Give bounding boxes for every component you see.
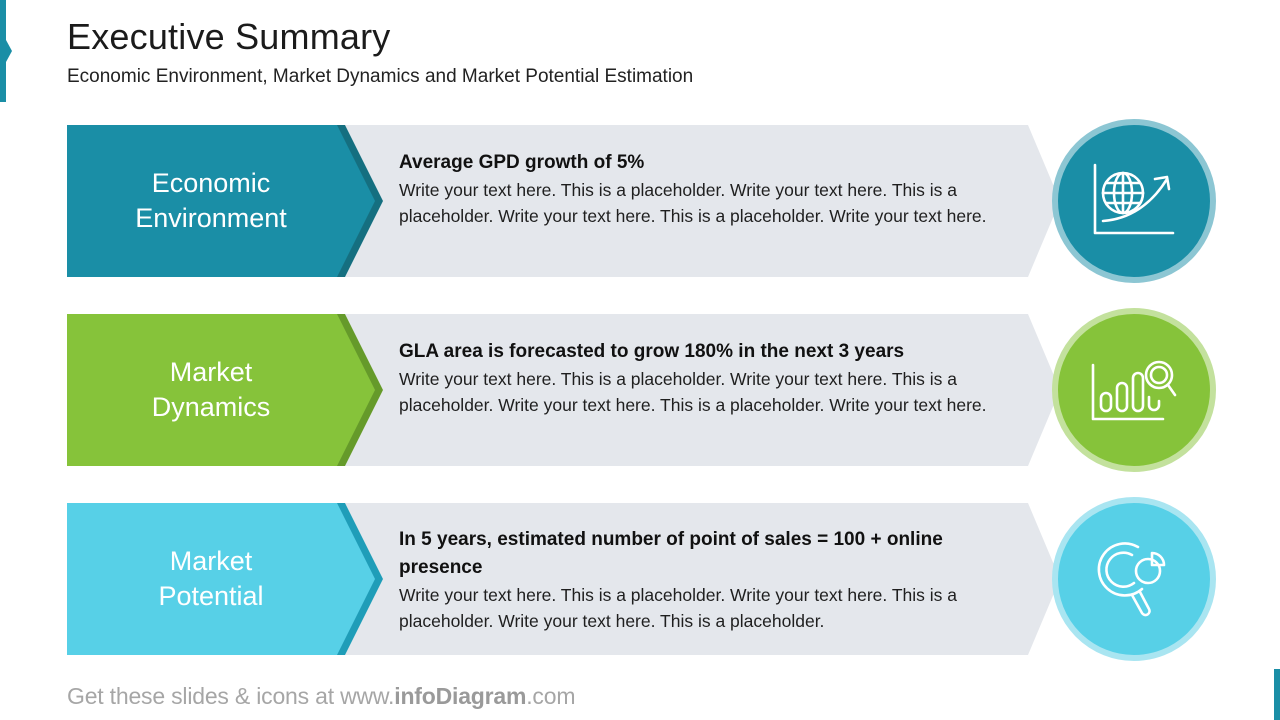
row-label: Market Potential: [158, 546, 264, 611]
corner-accent-bar: [1274, 669, 1280, 720]
row-arrow-shapes: [67, 503, 1060, 655]
row-headline: GLA area is forecasted to grow 180% in t…: [399, 341, 905, 362]
footer-brand: infoDiagram: [394, 683, 527, 709]
row-icon-circle: [1052, 119, 1216, 283]
row-arrow-shapes: [67, 125, 1060, 277]
row-arrow-shapes: [67, 314, 1060, 466]
row-content: GLA area is forecasted to grow 180% in t…: [399, 338, 1019, 418]
row-body-text: Write your text here. This is a placehol…: [399, 585, 957, 631]
magnifier-pie-chart-icon: [1097, 542, 1166, 617]
footer-prefix: Get these slides & icons at www.: [67, 683, 395, 709]
footer-credit: Get these slides & icons at www.infoDiag…: [67, 683, 575, 710]
globe-growth-chart-icon: [1093, 163, 1175, 235]
row-content: Average GPD growth of 5% Write your text…: [399, 149, 1019, 229]
row-body-text: Write your text here. This is a placehol…: [399, 180, 987, 226]
footer-suffix: .com: [526, 683, 576, 709]
row-label: Economic Environment: [135, 168, 287, 233]
title-accent-notch: [6, 40, 12, 62]
bar-chart-magnifier-icon: [1091, 360, 1177, 421]
row-icon-circle: [1052, 308, 1216, 472]
title-accent-bar: [0, 0, 6, 102]
summary-row-economic-environment: Economic Environment Average GPD growth …: [0, 119, 1280, 283]
row-body-text: Write your text here. This is a placehol…: [399, 369, 987, 415]
page-subtitle: Economic Environment, Market Dynamics an…: [67, 66, 694, 87]
row-headline: Average GPD growth of 5%: [399, 152, 645, 173]
row-label: Market Dynamics: [151, 357, 271, 422]
row-icon-circle: [1052, 497, 1216, 661]
summary-row-market-dynamics: Market Dynamics GLA area is forecasted t…: [0, 308, 1280, 472]
row-content: In 5 years, estimated number of point of…: [399, 526, 1019, 634]
row-headline: In 5 years, estimated number of point of…: [399, 529, 943, 578]
page-title: Executive Summary: [67, 16, 391, 57]
summary-row-market-potential: Market Potential In 5 years, estimated n…: [0, 497, 1280, 661]
